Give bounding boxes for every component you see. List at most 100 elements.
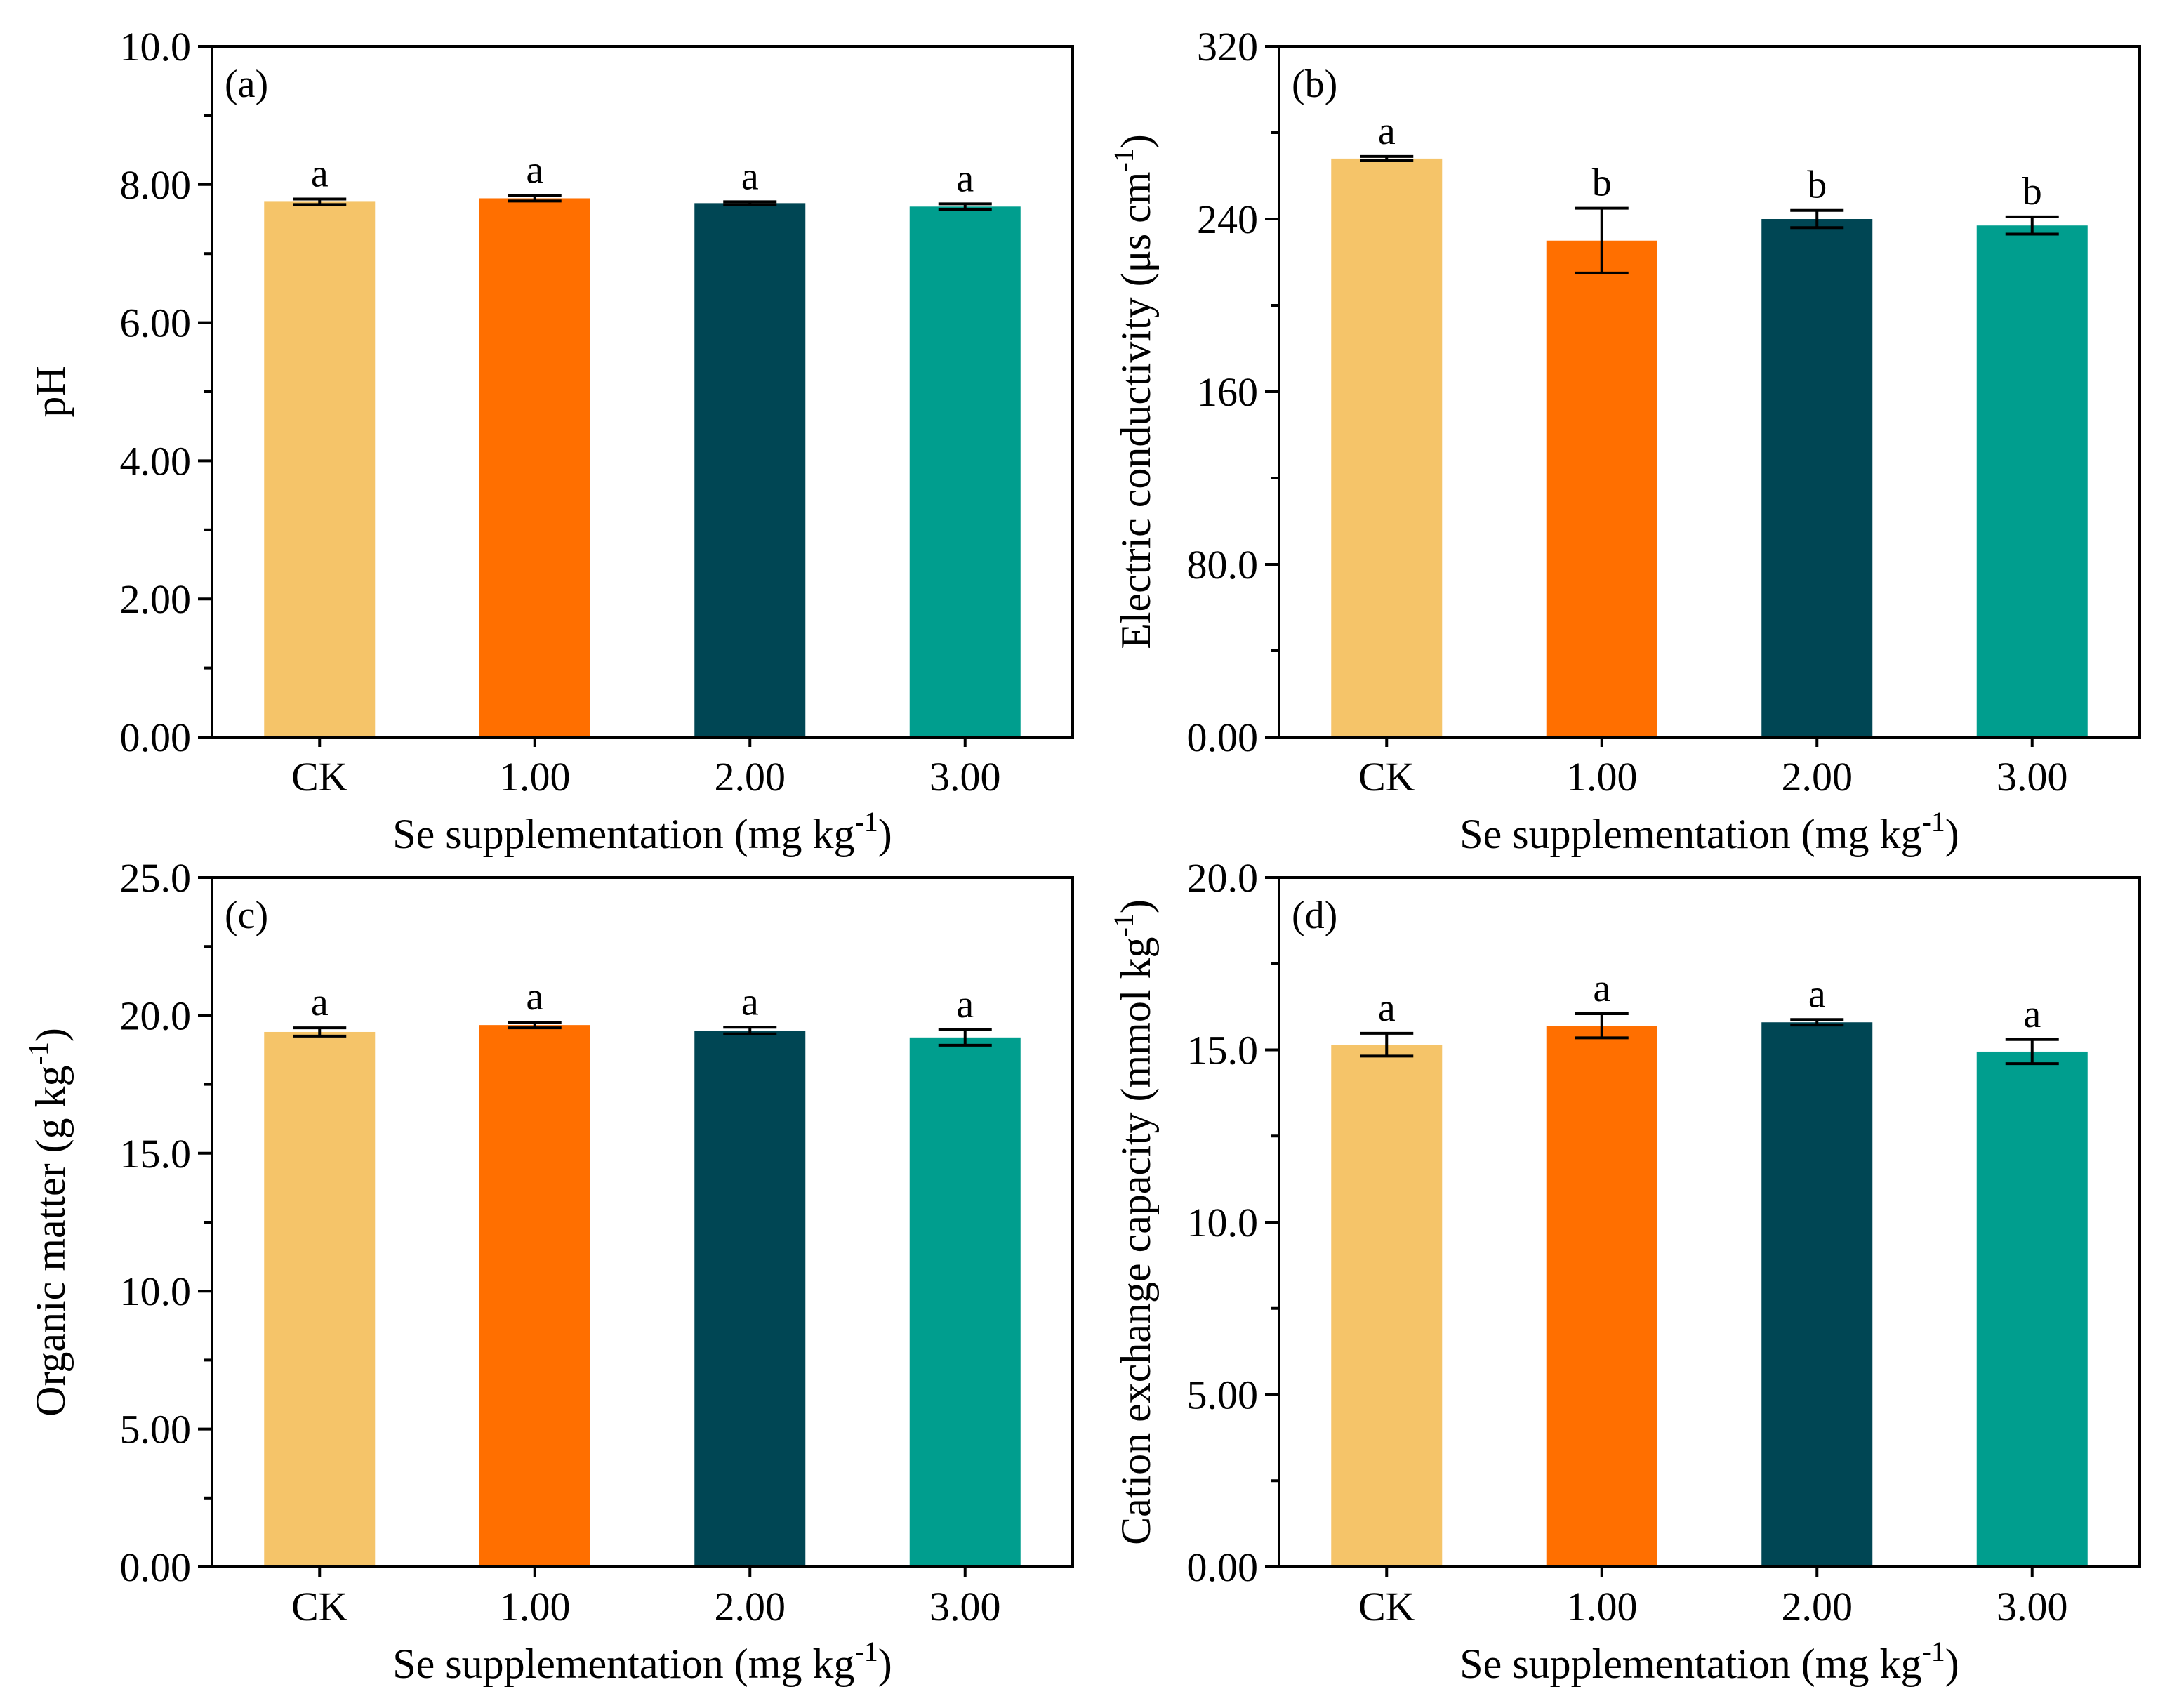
bar-2-3	[909, 1037, 1021, 1567]
plot-frame	[1278, 45, 2141, 739]
error-bar-3-3	[2005, 1038, 2059, 1066]
significance-letter: a	[741, 980, 759, 1024]
x-tick-label: 1.00	[499, 1584, 571, 1629]
panel-3: a CK a 1.00 a 2.00 a 3.00 0.00 5.00 10.0 15.0 20.0 (d…	[1108, 855, 2141, 1687]
y-tick-label: 5.00	[120, 1407, 192, 1452]
significance-letter: a	[526, 149, 543, 192]
x-tick-label: 3.00	[1997, 754, 2068, 800]
x-tick-label: CK	[1358, 1584, 1415, 1629]
y-tick-label: 80.0	[1187, 542, 1259, 588]
x-tick-label: 1.00	[499, 754, 571, 800]
bar-3-2	[1761, 1022, 1873, 1567]
y-tick-label: 20.0	[1187, 855, 1259, 901]
error-bar-1-0	[1360, 154, 1414, 162]
x-axis-title: Se supplementation (mg kg-1)	[1459, 806, 1959, 857]
error-bar-3-0	[1360, 1031, 1414, 1058]
y-tick-label: 15.0	[1187, 1028, 1259, 1073]
bar-3-0	[1331, 1045, 1443, 1567]
bar-0-2	[694, 203, 806, 737]
significance-letter: a	[956, 157, 974, 200]
y-axis-title: Cation exchange capacity (mmol kg-1)	[1108, 899, 1159, 1545]
error-bar-0-3	[938, 202, 992, 211]
bar-2-0	[264, 1031, 376, 1567]
significance-letter: b	[1592, 161, 1612, 205]
error-bar-3-2	[1790, 1018, 1844, 1027]
x-tick-label: 1.00	[1566, 1584, 1638, 1629]
significance-letter: a	[956, 983, 974, 1026]
y-tick-label: 160	[1197, 369, 1258, 415]
error-bar-1-2	[1790, 208, 1844, 230]
error-bar-2-2	[723, 1026, 777, 1035]
panel-label: (d)	[1292, 894, 1337, 937]
significance-letter: a	[1808, 972, 1826, 1016]
significance-letter: a	[311, 152, 329, 195]
significance-letter: a	[741, 154, 759, 198]
y-axis-title: Electric conductivity (μs cm-1)	[1108, 134, 1159, 649]
error-bar-2-1	[508, 1021, 562, 1030]
bar-0-1	[479, 198, 590, 738]
y-tick-label: 0.00	[1187, 715, 1259, 760]
error-bar-2-0	[293, 1026, 347, 1038]
x-axis-title: Se supplementation (mg kg-1)	[392, 806, 892, 857]
significance-letter: a	[1593, 967, 1610, 1010]
bar-2-1	[479, 1025, 590, 1567]
error-bar-0-1	[508, 194, 562, 203]
x-tick-label: 3.00	[929, 754, 1001, 800]
y-tick-label: 2.00	[120, 576, 192, 622]
y-tick-label: 4.00	[120, 438, 192, 484]
error-bar-1-3	[2005, 215, 2059, 236]
error-bar-1-1	[1575, 206, 1629, 274]
x-tick-label: 2.00	[1782, 754, 1853, 800]
plot-frame	[211, 45, 1074, 739]
y-tick-label: 0.00	[120, 1544, 192, 1590]
x-tick-label: CK	[291, 1584, 348, 1629]
significance-letter: a	[1378, 110, 1396, 153]
panel-label: (a)	[225, 62, 268, 106]
y-tick-label: 6.00	[120, 300, 192, 346]
panel-1: a CK b 1.00 b 2.00 b 3.00 0.00 80.0 160 240 320 (b) Se…	[1108, 24, 2141, 857]
y-tick-label: 10.0	[120, 24, 192, 69]
error-bar-3-1	[1575, 1012, 1629, 1040]
bar-1-1	[1546, 240, 1657, 737]
panel-label: (c)	[225, 894, 268, 937]
significance-letter: a	[2023, 993, 2041, 1036]
x-tick-label: 2.00	[1782, 1584, 1853, 1629]
y-tick-label: 240	[1197, 197, 1258, 242]
y-tick-label: 20.0	[120, 993, 192, 1038]
x-tick-label: 3.00	[1997, 1584, 2068, 1629]
x-tick-label: 2.00	[715, 754, 786, 800]
bar-0-3	[909, 206, 1021, 738]
significance-letter: b	[2022, 170, 2042, 213]
y-tick-label: 320	[1197, 24, 1258, 69]
significance-letter: a	[311, 981, 329, 1024]
bar-3-3	[1976, 1051, 2088, 1567]
bar-3-1	[1546, 1026, 1657, 1567]
y-tick-label: 5.00	[1187, 1372, 1259, 1418]
significance-letter: a	[1378, 986, 1396, 1030]
x-tick-label: 2.00	[715, 1584, 786, 1629]
y-tick-label: 10.0	[1187, 1200, 1259, 1245]
y-tick-label: 10.0	[120, 1269, 192, 1314]
plot-frame	[211, 876, 1074, 1568]
error-bar-0-0	[293, 197, 347, 206]
y-tick-label: 25.0	[120, 855, 192, 901]
significance-letter: b	[1807, 164, 1827, 207]
bar-0-0	[264, 201, 376, 737]
bar-1-3	[1976, 225, 2088, 738]
error-bar-0-2	[723, 200, 777, 206]
y-tick-label: 8.00	[120, 162, 192, 208]
panel-label: (b)	[1292, 62, 1337, 106]
x-axis-title: Se supplementation (mg kg-1)	[1459, 1636, 1959, 1687]
y-tick-label: 15.0	[120, 1131, 192, 1177]
panel-0: a CK a 1.00 a 2.00 a 3.00 0.00 2.00 4.00 6.00 8.00 10…	[27, 24, 1074, 857]
panel-2: a CK a 1.00 a 2.00 a 3.00 0.00 5.00 10.0 15.0 20.0 25…	[22, 855, 1074, 1687]
x-tick-label: CK	[1358, 754, 1415, 800]
y-axis-title: Organic matter (g kg-1)	[22, 1028, 74, 1417]
y-axis-title: pH	[27, 366, 74, 417]
x-tick-label: 1.00	[1566, 754, 1638, 800]
significance-letter: a	[526, 975, 543, 1019]
x-tick-label: 3.00	[929, 1584, 1001, 1629]
x-tick-label: CK	[291, 754, 348, 800]
error-bar-2-3	[938, 1028, 992, 1047]
